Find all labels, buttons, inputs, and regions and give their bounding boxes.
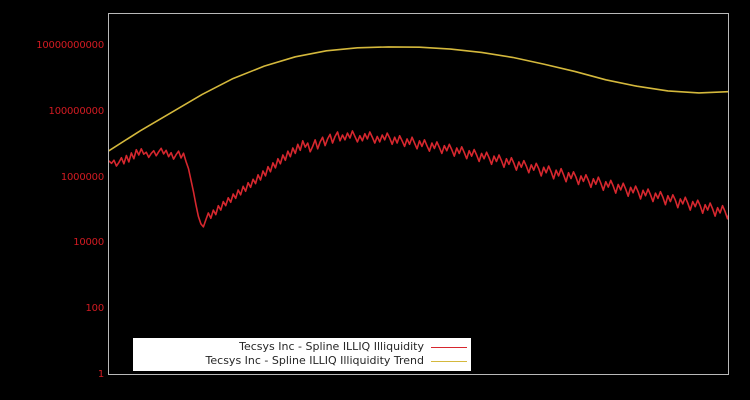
y-tick-label: 1000000 — [60, 171, 104, 183]
y-tick-label: 100 — [85, 303, 105, 315]
y-axis-tick-labels: 10000000000 100000000 1000000 10000 100 1 — [0, 0, 104, 400]
plot-area — [108, 13, 729, 375]
legend-entry[interactable]: Tecsys Inc - Spline ILLIQ Illiquidity — [137, 340, 467, 354]
chart-legend: Tecsys Inc - Spline ILLIQ Illiquidity Tec… — [133, 338, 471, 371]
plot-svg — [109, 46, 728, 228]
series-line — [109, 46, 728, 152]
y-tick-label: 1 — [97, 369, 104, 380]
legend-entry-label: Tecsys Inc - Spline ILLIQ Illiquidity — [239, 340, 424, 353]
y-tick-label: 10000 — [73, 237, 104, 249]
series-line — [109, 130, 728, 228]
y-tick-label: 10000000000 — [36, 39, 104, 51]
legend-entry[interactable]: Tecsys Inc - Spline ILLIQ Illiquidity Tr… — [137, 354, 467, 368]
series-paths — [109, 46, 728, 228]
legend-color-swatch — [431, 346, 467, 348]
legend-entry-label: Tecsys Inc - Spline ILLIQ Illiquidity Tr… — [205, 354, 424, 367]
y-tick-label: 100000000 — [48, 105, 105, 117]
legend-color-swatch — [431, 360, 467, 362]
